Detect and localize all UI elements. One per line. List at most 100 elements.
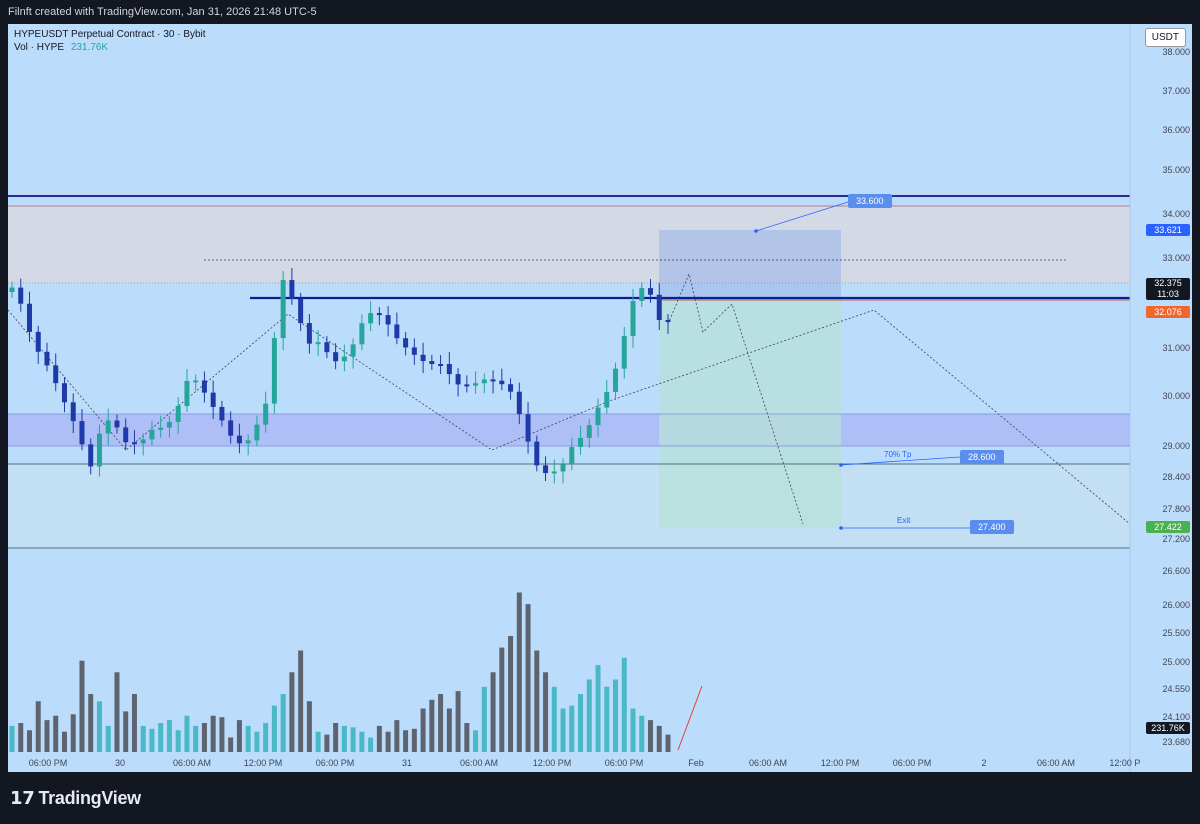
candle [630, 300, 636, 336]
tp-pointer [840, 456, 961, 466]
volume-legend: Vol · HYPE 231.76K [14, 41, 206, 54]
volume-bar [525, 604, 531, 752]
footer: 𝟭𝟳 TradingView [0, 772, 1200, 824]
volume-bar [639, 715, 645, 752]
candle [639, 288, 645, 301]
volume-bar [96, 701, 102, 752]
candle [175, 405, 181, 422]
volume-bar [420, 708, 426, 752]
chart-legend: HYPEUSDT Perpetual Contract · 30 · Bybit… [14, 28, 206, 54]
candle [350, 344, 356, 357]
candle [236, 435, 242, 444]
volume-bar [508, 636, 514, 752]
candle [464, 384, 470, 387]
candle [184, 380, 190, 406]
volume-bar [534, 650, 540, 752]
volume-bar [140, 725, 146, 752]
candle [315, 342, 321, 345]
volume-bar [578, 694, 584, 752]
candle [376, 313, 382, 316]
candle [149, 429, 155, 440]
time-tick: 12:00 PM [243, 758, 283, 768]
candle [201, 380, 207, 393]
currency-button[interactable]: USDT [1144, 28, 1186, 47]
chart-canvas[interactable] [8, 24, 1192, 772]
chart-panel[interactable]: HYPEUSDT Perpetual Contract · 30 · Bybit… [8, 24, 1192, 772]
price-tick: 27.200 [1162, 534, 1190, 544]
volume-bar [403, 730, 409, 752]
volume-bar [613, 679, 619, 752]
candle [306, 323, 312, 344]
price-tick: 37.000 [1162, 86, 1190, 96]
candle [210, 392, 216, 407]
candle [438, 364, 444, 366]
candle [123, 427, 129, 443]
volume-bar [201, 723, 207, 752]
volume-bar [315, 731, 321, 752]
volume-trend-line [677, 685, 703, 751]
price-tick: 25.000 [1162, 657, 1190, 667]
candle [158, 427, 164, 430]
candle [18, 287, 24, 304]
candle [245, 440, 251, 444]
candle [499, 380, 505, 385]
candle [341, 356, 347, 362]
candle [114, 420, 120, 428]
price-tick: 26.600 [1162, 566, 1190, 576]
candle [385, 315, 391, 325]
target-label[interactable]: 33.600 [848, 194, 892, 208]
time-tick: 06:00 PM [604, 758, 644, 768]
volume-bar [79, 660, 85, 752]
candle [324, 342, 330, 353]
tv-logo-icon: 𝟭𝟳 [10, 788, 35, 808]
candle [35, 331, 41, 352]
demand-zone [8, 414, 1130, 446]
volume-bar [271, 705, 277, 752]
lower-zone [8, 464, 1130, 548]
volume-bar [368, 737, 374, 752]
time-tick: 06:00 AM [172, 758, 212, 768]
candle [298, 298, 304, 324]
exit-dot [839, 526, 843, 530]
candle [61, 383, 67, 403]
top-bar: Filnft created with TradingView.com, Jan… [0, 0, 1200, 24]
price-tick: 34.000 [1162, 209, 1190, 219]
volume-bar [648, 720, 654, 752]
candle [543, 465, 549, 474]
candle [613, 368, 619, 392]
volume-group [9, 592, 671, 752]
volume-bar [429, 699, 435, 752]
tp-label[interactable]: 28.600 [960, 450, 1004, 464]
bar-countdown: 11:03 [1157, 289, 1179, 299]
volume-bar [481, 686, 487, 752]
volume-bar [621, 657, 627, 752]
candle [359, 323, 365, 345]
tp-dot [839, 463, 843, 467]
volume-bar [289, 672, 295, 752]
target-pointer [755, 201, 849, 232]
volume-bar [184, 715, 190, 752]
exit-label[interactable]: 27.400 [970, 520, 1014, 534]
price-tick: 29.000 [1162, 441, 1190, 451]
volume-badge: 231.76K [1146, 722, 1190, 734]
candle [79, 421, 85, 445]
tp-caption: 70% Tp [884, 450, 912, 459]
candle [403, 338, 409, 348]
candle [621, 335, 627, 369]
candle [394, 324, 400, 339]
candle [289, 280, 295, 299]
exit-caption: Exit [897, 516, 911, 525]
volume-bar [61, 731, 67, 752]
candle [455, 374, 461, 385]
time-tick: 2 [981, 758, 987, 768]
candle [560, 464, 566, 472]
candles-group [9, 268, 671, 484]
volume-bar [499, 647, 505, 752]
candle [166, 421, 172, 428]
candle [271, 338, 277, 404]
time-tick: 06:00 AM [748, 758, 788, 768]
price-tick: 27.800 [1162, 504, 1190, 514]
volume-bar [35, 701, 41, 752]
candle [446, 364, 452, 375]
volume-bar [9, 725, 15, 752]
